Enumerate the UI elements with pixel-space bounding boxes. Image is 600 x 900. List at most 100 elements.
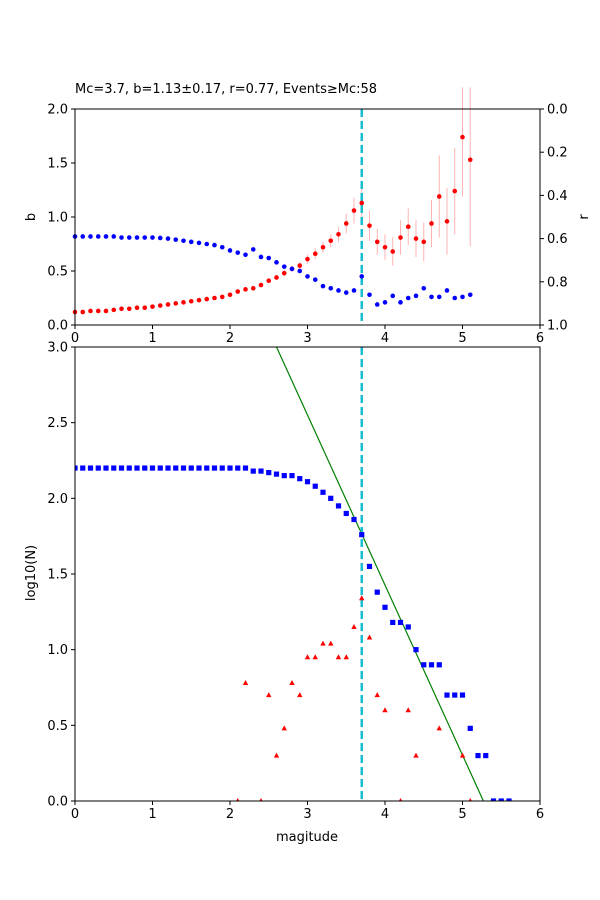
noncumulative-count-point xyxy=(297,692,303,698)
b-value-point xyxy=(374,239,380,245)
top-x-tick-label: 6 xyxy=(536,331,544,346)
top-x-tick-label: 0 xyxy=(71,331,79,346)
cumulative-count-point xyxy=(266,470,272,476)
r-value-point xyxy=(382,300,388,305)
noncumulative-count-point xyxy=(335,654,342,660)
r-value-point xyxy=(359,274,365,279)
cumulative-count-point xyxy=(444,692,450,698)
bottom-x-tick-label: 6 xyxy=(536,807,544,822)
cumulative-count-point xyxy=(142,465,148,471)
b-value-point xyxy=(88,308,93,314)
b-value-point xyxy=(227,292,233,298)
cumulative-count-point xyxy=(297,476,303,482)
r-value-point xyxy=(343,290,349,295)
cumulative-count-point xyxy=(405,624,411,630)
cumulative-count-point xyxy=(304,479,311,485)
b-value-point xyxy=(452,188,458,194)
r-value-point xyxy=(243,252,248,258)
r-value-point xyxy=(258,254,264,260)
b-value-point xyxy=(413,236,419,241)
cumulative-count-point xyxy=(366,563,373,570)
cumulative-count-point xyxy=(452,692,458,698)
top-y-tick-label: 2.0 xyxy=(47,103,68,118)
bottom-y-axis-label: log10(N) xyxy=(24,545,39,601)
noncumulative-count-point xyxy=(374,692,380,698)
top-right-tick-label: 0.2 xyxy=(547,146,568,161)
r-value-point xyxy=(134,235,140,240)
cumulative-count-point xyxy=(111,465,117,471)
top-right-tick-label: 0.4 xyxy=(547,189,568,204)
r-value-point xyxy=(336,288,341,293)
b-value-point xyxy=(359,200,365,206)
top-right-tick-label: 0.8 xyxy=(547,275,568,290)
b-value-point xyxy=(95,308,101,314)
noncumulative-count-point xyxy=(259,798,263,801)
r-value-point xyxy=(250,247,256,252)
top-right-tick-label: 0.0 xyxy=(547,103,568,118)
cumulative-count-point xyxy=(273,471,280,477)
r-value-point xyxy=(173,237,179,242)
bottom-y-tick-label: 1.5 xyxy=(47,568,68,583)
cumulative-count-point xyxy=(351,516,357,523)
bottom-x-tick-label: 3 xyxy=(303,807,311,822)
b-value-point xyxy=(421,239,427,245)
r-value-point xyxy=(312,277,318,282)
r-value-point xyxy=(103,234,109,239)
noncumulative-count-point xyxy=(273,752,280,758)
b-value-point xyxy=(157,303,163,308)
r-value-point xyxy=(212,242,217,248)
b-value-point xyxy=(343,221,349,226)
b-value-point xyxy=(212,295,217,301)
r-value-point xyxy=(460,294,465,300)
r-value-point xyxy=(150,235,155,240)
noncumulative-count-point xyxy=(436,725,442,731)
noncumulative-count-point xyxy=(382,707,388,713)
top-x-tick-label: 3 xyxy=(303,331,311,346)
cumulative-count-point xyxy=(390,619,396,626)
b-value-point xyxy=(312,251,318,257)
r-value-point xyxy=(227,248,233,253)
cumulative-count-point xyxy=(134,465,140,471)
chart-title: Mc=3.7, b=1.13±0.17, r=0.77, Events≥Mc:5… xyxy=(75,82,377,97)
noncumulative-count-point xyxy=(304,654,311,660)
b-value-point xyxy=(405,224,411,230)
cumulative-count-point xyxy=(483,753,489,759)
bottom-x-tick-label: 1 xyxy=(148,807,156,822)
top-x-tick-label: 4 xyxy=(381,331,389,346)
top-y-axis-label: b xyxy=(24,213,39,221)
noncumulative-count-point xyxy=(459,752,466,758)
r-value-point xyxy=(196,240,202,246)
b-value-point xyxy=(444,219,450,224)
b-value-point xyxy=(297,263,303,268)
cumulative-count-point xyxy=(126,465,132,471)
r-value-point xyxy=(281,264,287,269)
cumulative-count-point xyxy=(242,465,249,471)
b-value-point xyxy=(467,157,473,163)
cumulative-count-point xyxy=(118,465,125,471)
r-value-point xyxy=(274,260,279,265)
top-panel: 0 1 2 3 4 5 6 0.0 0.5 1.0 1.5 2.0 0.0 0.2 0.4 0.6 0.8 1.0 xyxy=(47,87,568,346)
cumulative-count-point xyxy=(157,465,163,471)
cumulative-count-point xyxy=(165,465,171,471)
r-value-point xyxy=(204,241,210,247)
cumulative-count-point xyxy=(312,483,318,489)
cumulative-count-point xyxy=(250,468,256,474)
noncumulative-count-point xyxy=(266,692,272,698)
noncumulative-count-point xyxy=(351,623,357,629)
noncumulative-count-point xyxy=(468,798,472,801)
r-value-point xyxy=(429,294,434,300)
cumulative-count-point xyxy=(227,465,233,471)
r-value-point xyxy=(297,268,303,274)
cumulative-count-point xyxy=(421,662,427,668)
noncumulative-count-point xyxy=(343,654,349,660)
cumulative-count-point xyxy=(149,465,156,471)
cumulative-count-point xyxy=(235,465,241,471)
bottom-x-tick-label: 0 xyxy=(71,807,79,822)
bottom-x-tick-label: 2 xyxy=(226,807,234,822)
b-value-point xyxy=(367,223,372,228)
cumulative-count-point xyxy=(75,465,78,471)
cumulative-count-point xyxy=(498,798,504,801)
b-value-point xyxy=(274,275,279,280)
b-value-point xyxy=(119,306,124,312)
b-value-point xyxy=(204,296,210,302)
